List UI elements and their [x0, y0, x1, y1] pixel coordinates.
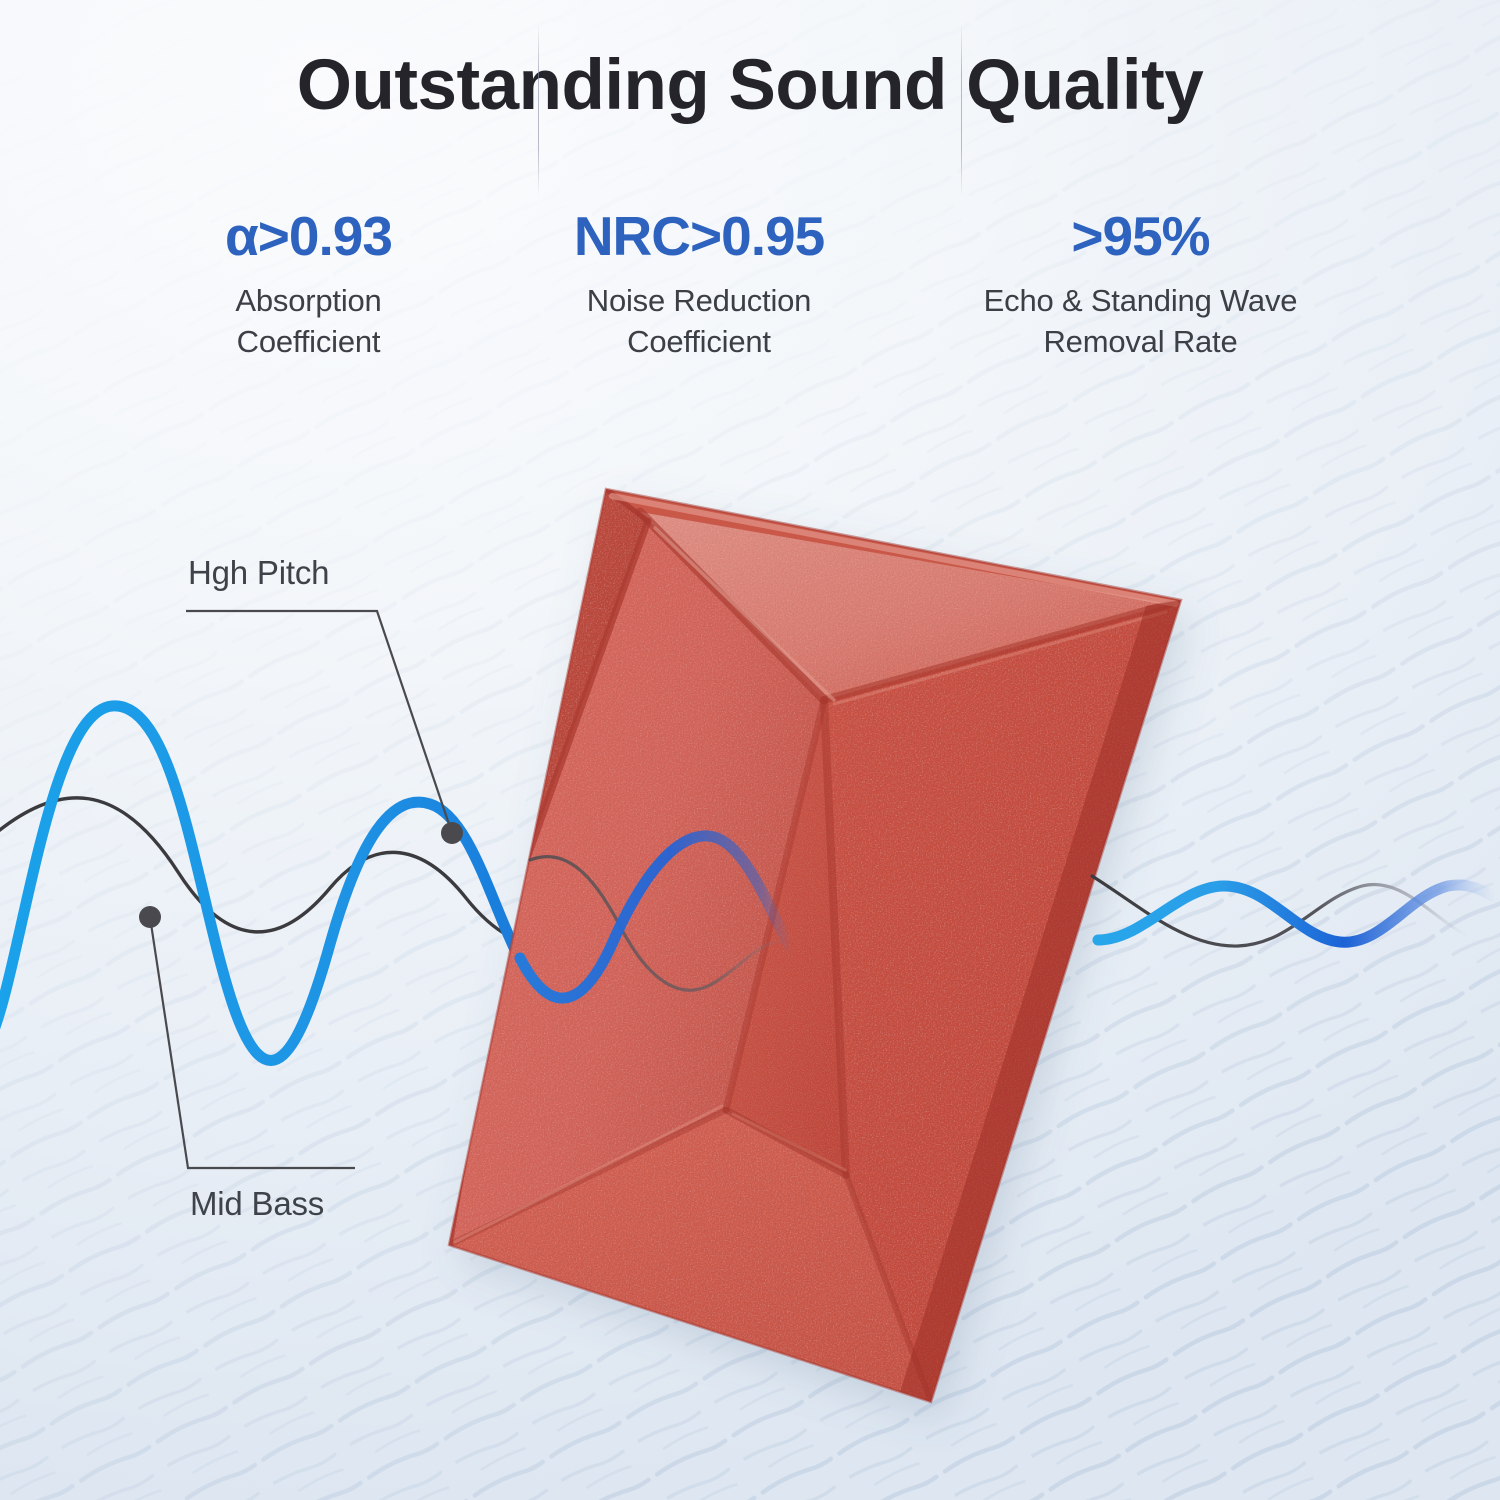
mid-bass-wave-through-panel: [528, 854, 792, 992]
stat-value: α>0.93: [225, 205, 393, 267]
mid-bass-marker-dot: [139, 906, 161, 928]
high-pitch-wave-through-panel: [514, 830, 798, 1004]
stat-absorption-coefficient: α>0.93 Absorption Coefficient: [130, 205, 488, 362]
high-pitch-leader-line: [186, 609, 454, 834]
stat-value: NRC>0.95: [573, 205, 825, 267]
stat-label-line-1: Noise Reduction: [586, 282, 812, 318]
mid-bass-leader-line: [148, 916, 355, 1170]
header: Outstanding Sound Quality: [0, 0, 1500, 125]
stat-label-line-2: Removal Rate: [1043, 323, 1238, 359]
stat-noise-reduction-coefficient: NRC>0.95 Noise Reduction Coefficient: [488, 205, 911, 362]
stat-value: >95%: [1071, 205, 1210, 267]
callout-label-mid-bass: Mid Bass: [190, 1185, 325, 1222]
stat-label-line-1: Absorption: [235, 282, 382, 318]
stats-row: α>0.93 Absorption Coefficient NRC>0.95 N…: [0, 205, 1500, 362]
stat-echo-removal-rate: >95% Echo & Standing Wave Removal Rate: [911, 205, 1371, 362]
stat-label: Noise Reduction Coefficient: [488, 280, 911, 362]
stat-label: Echo & Standing Wave Removal Rate: [911, 280, 1371, 362]
stat-divider-2: [961, 24, 962, 196]
stat-divider-1: [538, 24, 539, 196]
callout-label-high-pitch: Hgh Pitch: [188, 554, 330, 591]
high-pitch-marker-dot: [441, 822, 463, 844]
high-pitch-wave-right: [1092, 879, 1500, 948]
stat-label: Absorption Coefficient: [130, 280, 488, 362]
stat-label-line-2: Coefficient: [236, 323, 381, 359]
stat-label-line-2: Coefficient: [627, 323, 771, 359]
page-title: Outstanding Sound Quality: [296, 46, 1204, 125]
stat-label-line-1: Echo & Standing Wave: [983, 282, 1298, 318]
